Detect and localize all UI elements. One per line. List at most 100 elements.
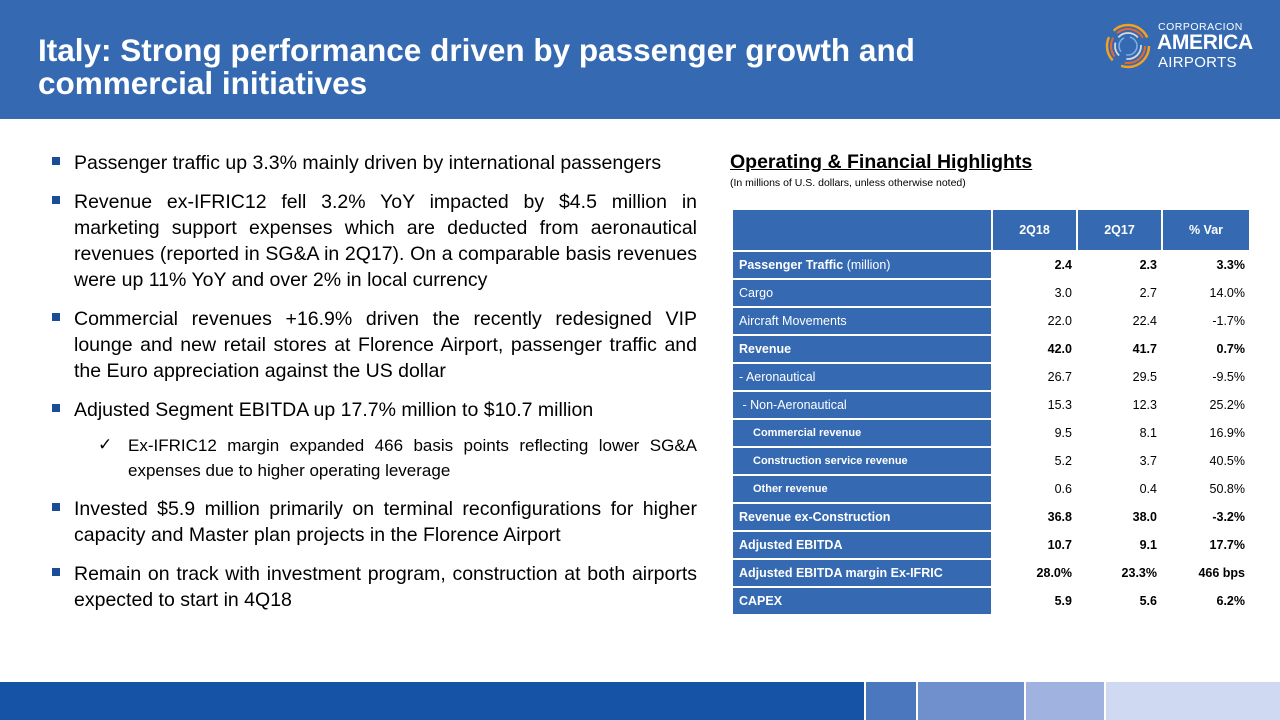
row-label: Other revenue	[733, 476, 991, 502]
highlights-table: 2Q18 2Q17 % Var Passenger Traffic (milli…	[731, 208, 1251, 616]
bullet-text: Revenue ex-IFRIC12 fell 3.2% YoY impacte…	[74, 191, 697, 291]
cell-value: 38.0	[1078, 504, 1161, 530]
table-row: Other revenue 0.6 0.4 50.8%	[733, 476, 1249, 502]
bullet-item: Remain on track with investment program,…	[52, 561, 697, 613]
row-label: - Non-Aeronautical	[733, 392, 991, 418]
logo-text-airports: AIRPORTS	[1158, 54, 1237, 71]
cell-value: -1.7%	[1163, 308, 1249, 334]
cell-value: -9.5%	[1163, 364, 1249, 390]
cell-value: 26.7	[993, 364, 1076, 390]
bullet-item: Commercial revenues +16.9% driven the re…	[52, 306, 697, 384]
cell-value: 3.3%	[1163, 252, 1249, 278]
title-banner: Italy: Strong performance driven by pass…	[0, 0, 1280, 119]
cell-value: 3.0	[993, 280, 1076, 306]
row-label: Aircraft Movements	[733, 308, 991, 334]
row-label: Revenue	[733, 336, 991, 362]
row-label: - Aeronautical	[733, 364, 991, 390]
footer-block	[1106, 682, 1280, 720]
company-logo: CORPORACION AMERICA AIRPORTS	[1103, 19, 1263, 75]
square-bullet-icon	[52, 313, 60, 321]
cell-value: 23.3%	[1078, 560, 1161, 586]
table-row: Revenue 42.0 41.7 0.7%	[733, 336, 1249, 362]
bullet-text: Commercial revenues +16.9% driven the re…	[74, 308, 697, 382]
cell-value: 41.7	[1078, 336, 1161, 362]
row-label: Adjusted EBITDA margin Ex-IFRIC	[733, 560, 991, 586]
bullet-text: Remain on track with investment program,…	[74, 563, 697, 611]
footer-divider	[864, 682, 866, 720]
table-row: - Aeronautical 26.7 29.5 -9.5%	[733, 364, 1249, 390]
row-label: Commercial revenue	[733, 420, 991, 446]
row-label: Adjusted EBITDA	[733, 532, 991, 558]
table-row: - Non-Aeronautical 15.3 12.3 25.2%	[733, 392, 1249, 418]
cell-value: 36.8	[993, 504, 1076, 530]
header-blank-cell	[733, 210, 991, 250]
footer-divider	[1024, 682, 1026, 720]
table-row: Revenue ex-Construction 36.8 38.0 -3.2%	[733, 504, 1249, 530]
ring-swirl-logo-icon	[1105, 23, 1151, 69]
checkmark-icon: ✓	[98, 435, 113, 455]
square-bullet-icon	[52, 568, 60, 576]
column-header-var: % Var	[1163, 210, 1249, 250]
slide-title: Italy: Strong performance driven by pass…	[38, 32, 915, 101]
row-label: Cargo	[733, 280, 991, 306]
footer-block	[866, 682, 918, 720]
table-row: Commercial revenue 9.5 8.1 16.9%	[733, 420, 1249, 446]
cell-value: 10.7	[993, 532, 1076, 558]
cell-value: 9.5	[993, 420, 1076, 446]
cell-value: 50.8%	[1163, 476, 1249, 502]
cell-value: 6.2%	[1163, 588, 1249, 614]
cell-value: 16.9%	[1163, 420, 1249, 446]
footer-divider	[916, 682, 918, 720]
row-label: CAPEX	[733, 588, 991, 614]
footer-bar	[0, 682, 866, 720]
cell-value: 12.3	[1078, 392, 1161, 418]
column-header-2q17: 2Q17	[1078, 210, 1161, 250]
footer-divider	[1104, 682, 1106, 720]
cell-value: 14.0%	[1163, 280, 1249, 306]
bullet-text: Invested $5.9 million primarily on termi…	[74, 498, 697, 546]
cell-value: 466 bps	[1163, 560, 1249, 586]
logo-text-corporacion: CORPORACION	[1158, 21, 1243, 33]
highlights-note: (In millions of U.S. dollars, unless oth…	[730, 177, 966, 189]
table-row: Aircraft Movements 22.0 22.4 -1.7%	[733, 308, 1249, 334]
cell-value: 3.7	[1078, 448, 1161, 474]
cell-value: 29.5	[1078, 364, 1161, 390]
table-row: Construction service revenue 5.2 3.7 40.…	[733, 448, 1249, 474]
cell-value: 22.4	[1078, 308, 1161, 334]
bullet-item: Revenue ex-IFRIC12 fell 3.2% YoY impacte…	[52, 189, 697, 293]
footer-block	[1026, 682, 1106, 720]
cell-value: 0.7%	[1163, 336, 1249, 362]
bullet-text: Ex-IFRIC12 margin expanded 466 basis poi…	[128, 436, 697, 480]
cell-value: 9.1	[1078, 532, 1161, 558]
table-row: CAPEX 5.9 5.6 6.2%	[733, 588, 1249, 614]
bullet-item: Adjusted Segment EBITDA up 17.7% million…	[52, 397, 697, 423]
table-row: Passenger Traffic (million) 2.4 2.3 3.3%	[733, 252, 1249, 278]
sub-bullet-item: ✓ Ex-IFRIC12 margin expanded 466 basis p…	[52, 433, 697, 483]
square-bullet-icon	[52, 196, 60, 204]
table-row: Adjusted EBITDA 10.7 9.1 17.7%	[733, 532, 1249, 558]
cell-value: -3.2%	[1163, 504, 1249, 530]
row-label: Revenue ex-Construction	[733, 504, 991, 530]
logo-text-america: AMERICA	[1157, 31, 1253, 54]
cell-value: 22.0	[993, 308, 1076, 334]
column-header-2q18: 2Q18	[993, 210, 1076, 250]
cell-value: 8.1	[1078, 420, 1161, 446]
bullet-list: Passenger traffic up 3.3% mainly driven …	[52, 150, 697, 626]
cell-value: 40.5%	[1163, 448, 1249, 474]
cell-value: 5.9	[993, 588, 1076, 614]
table-header-row: 2Q18 2Q17 % Var	[733, 210, 1249, 250]
row-label: Passenger Traffic (million)	[733, 252, 991, 278]
cell-value: 0.6	[993, 476, 1076, 502]
cell-value: 5.6	[1078, 588, 1161, 614]
cell-value: 2.7	[1078, 280, 1161, 306]
cell-value: 5.2	[993, 448, 1076, 474]
cell-value: 42.0	[993, 336, 1076, 362]
bullet-item: Invested $5.9 million primarily on termi…	[52, 496, 697, 548]
cell-value: 25.2%	[1163, 392, 1249, 418]
bullet-text: Adjusted Segment EBITDA up 17.7% million…	[74, 399, 594, 421]
bullet-item: Passenger traffic up 3.3% mainly driven …	[52, 150, 697, 176]
footer-block	[918, 682, 1026, 720]
row-label: Construction service revenue	[733, 448, 991, 474]
table-row: Adjusted EBITDA margin Ex-IFRIC 28.0% 23…	[733, 560, 1249, 586]
bullet-text: Passenger traffic up 3.3% mainly driven …	[74, 152, 662, 174]
